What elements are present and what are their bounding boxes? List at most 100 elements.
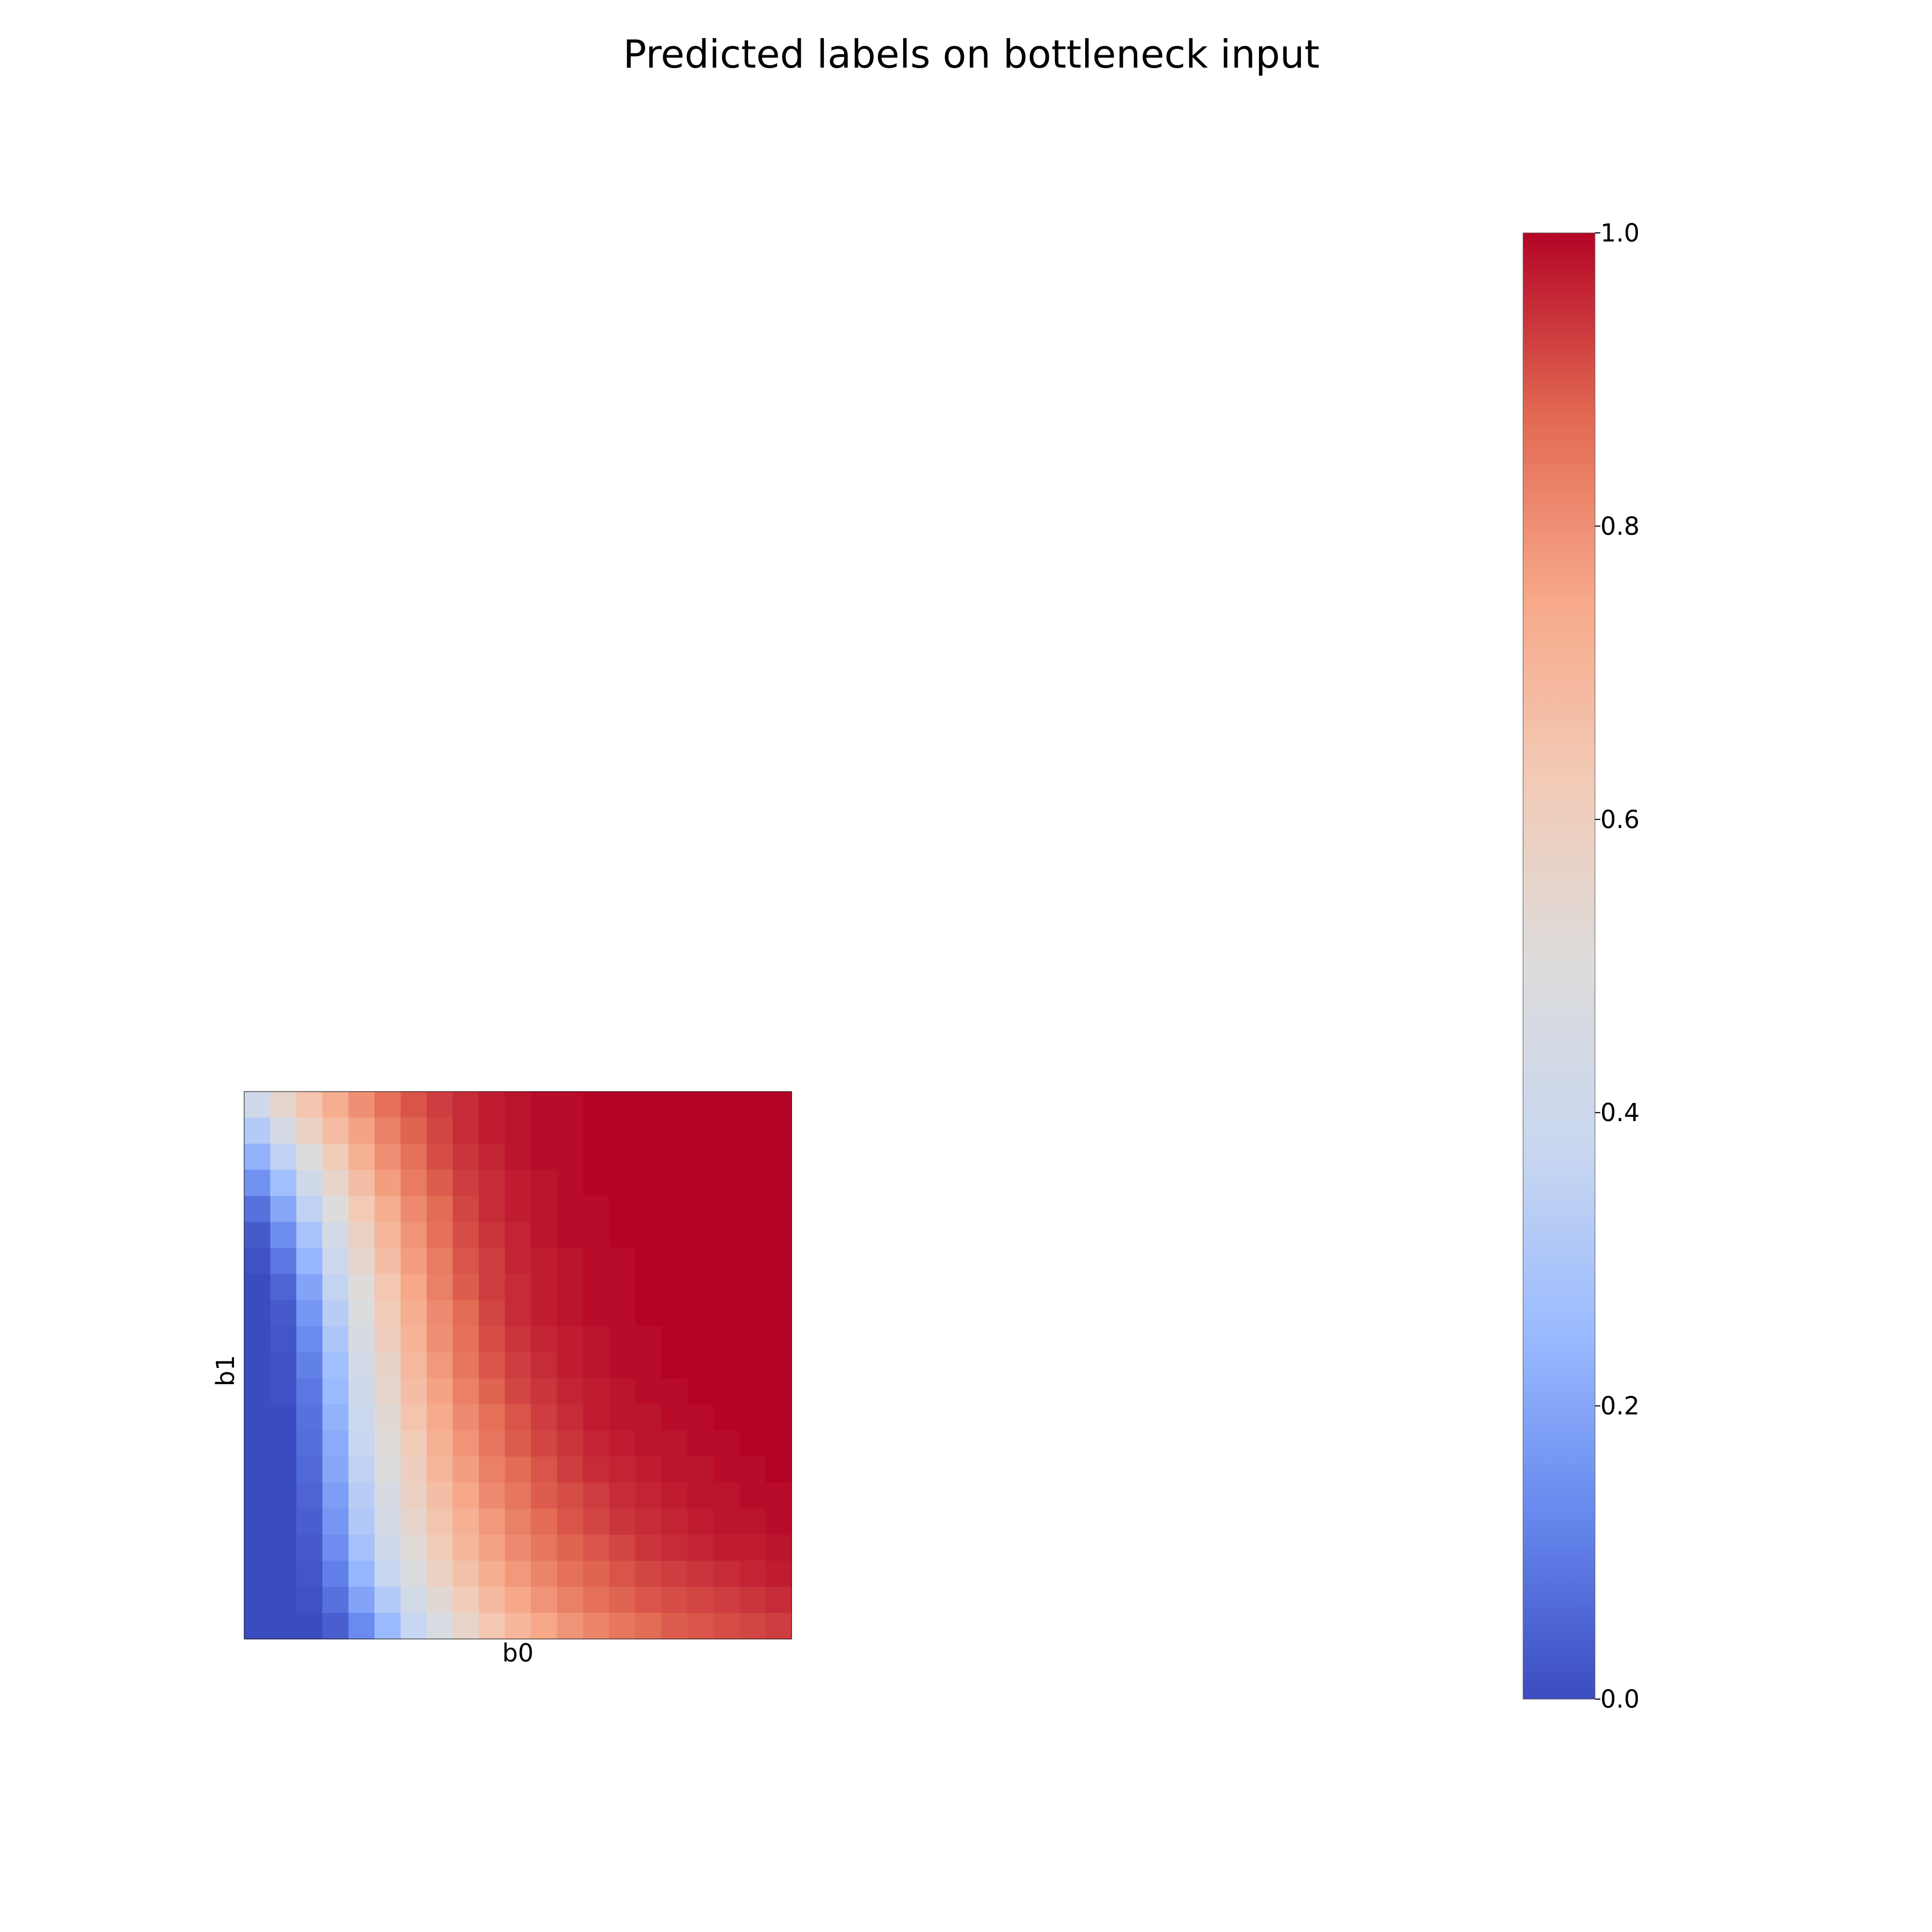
heatmap-cell xyxy=(452,1248,479,1275)
heatmap-cell xyxy=(557,1352,584,1379)
heatmap-cell xyxy=(557,1509,584,1535)
heatmap-cell xyxy=(400,1457,427,1483)
heatmap-cell xyxy=(504,1144,531,1170)
heatmap-cell xyxy=(687,1613,714,1640)
heatmap-cell xyxy=(765,1586,792,1614)
heatmap-cell xyxy=(270,1378,297,1405)
heatmap-cell xyxy=(374,1613,401,1640)
heatmap-cell xyxy=(400,1561,427,1587)
heatmap-cell xyxy=(765,1248,792,1275)
heatmap-cell xyxy=(557,1586,584,1614)
heatmap-cell xyxy=(296,1248,323,1275)
heatmap-cell xyxy=(739,1221,766,1249)
heatmap-cell xyxy=(765,1092,792,1118)
heatmap-cell xyxy=(296,1457,323,1483)
heatmap-cell xyxy=(348,1144,375,1170)
heatmap-cell xyxy=(479,1352,506,1379)
heatmap-cell xyxy=(661,1404,688,1431)
heatmap-cell xyxy=(348,1457,375,1483)
heatmap-cell xyxy=(687,1196,714,1223)
heatmap-cell xyxy=(504,1092,531,1118)
heatmap-cell xyxy=(479,1092,506,1118)
heatmap-cell xyxy=(609,1300,636,1327)
heatmap-cell xyxy=(244,1221,271,1249)
heatmap-cell xyxy=(557,1092,584,1118)
heatmap-cell xyxy=(531,1300,558,1327)
heatmap-cell xyxy=(348,1274,375,1301)
heatmap-cell xyxy=(557,1221,584,1249)
heatmap-cell xyxy=(661,1586,688,1614)
heatmap-cell xyxy=(583,1613,610,1640)
heatmap-cell xyxy=(504,1274,531,1301)
heatmap-cell xyxy=(739,1144,766,1170)
heatmap-cell xyxy=(609,1613,636,1640)
heatmap-cell xyxy=(504,1221,531,1249)
heatmap-cell xyxy=(687,1117,714,1144)
heatmap-cell xyxy=(609,1221,636,1249)
heatmap-cell xyxy=(400,1404,427,1431)
heatmap-cell xyxy=(348,1378,375,1405)
heatmap-cell xyxy=(270,1561,297,1587)
heatmap-cell xyxy=(296,1378,323,1405)
heatmap-cell xyxy=(427,1326,453,1353)
heatmap-cell xyxy=(583,1457,610,1483)
heatmap-cell xyxy=(296,1534,323,1561)
heatmap-cell xyxy=(687,1352,714,1379)
heatmap-cell xyxy=(531,1169,558,1196)
heatmap-cell xyxy=(270,1534,297,1561)
heatmap-cell xyxy=(322,1221,349,1249)
colorbar-tick-label: 1.0 xyxy=(1600,218,1640,247)
heatmap-cell xyxy=(765,1352,792,1379)
x-axis-label: b0 xyxy=(502,1638,533,1667)
heatmap-cell xyxy=(244,1561,271,1587)
heatmap-cell xyxy=(479,1482,506,1509)
heatmap-cell xyxy=(661,1378,688,1405)
heatmap-cell xyxy=(583,1092,610,1118)
heatmap-cell xyxy=(531,1221,558,1249)
heatmap-cell xyxy=(583,1117,610,1144)
heatmap-cell xyxy=(452,1457,479,1483)
heatmap-cell xyxy=(244,1509,271,1535)
heatmap-cell xyxy=(557,1561,584,1587)
heatmap-cell xyxy=(244,1196,271,1223)
heatmap-cell xyxy=(452,1092,479,1118)
heatmap-cell xyxy=(739,1457,766,1483)
heatmap-cell xyxy=(504,1613,531,1640)
heatmap-cell xyxy=(739,1117,766,1144)
heatmap-cell xyxy=(765,1144,792,1170)
heatmap-cell xyxy=(713,1300,740,1327)
heatmap-cell xyxy=(739,1274,766,1301)
heatmap-cell xyxy=(322,1613,349,1640)
heatmap-cell xyxy=(374,1092,401,1118)
heatmap-cell xyxy=(583,1482,610,1509)
heatmap-cell xyxy=(244,1586,271,1614)
heatmap-cell xyxy=(322,1092,349,1118)
heatmap-cell xyxy=(244,1534,271,1561)
heatmap-cell xyxy=(296,1092,323,1118)
heatmap-cell xyxy=(713,1482,740,1509)
heatmap-cell xyxy=(479,1404,506,1431)
heatmap-cell xyxy=(687,1300,714,1327)
heatmap-cell xyxy=(583,1248,610,1275)
heatmap-cell xyxy=(765,1196,792,1223)
heatmap-cell xyxy=(322,1144,349,1170)
heatmap-cell xyxy=(374,1300,401,1327)
heatmap-cell xyxy=(739,1482,766,1509)
heatmap-cell xyxy=(244,1482,271,1509)
colorbar-tick-label: 0.2 xyxy=(1600,1392,1640,1421)
heatmap-cell xyxy=(270,1586,297,1614)
heatmap-cell xyxy=(270,1300,297,1327)
heatmap-cell xyxy=(479,1274,506,1301)
heatmap-cell xyxy=(244,1613,271,1640)
heatmap-cell xyxy=(374,1561,401,1587)
heatmap-cell xyxy=(739,1352,766,1379)
heatmap-cell xyxy=(557,1430,584,1457)
heatmap-cell xyxy=(296,1561,323,1587)
heatmap-cell xyxy=(583,1586,610,1614)
heatmap-cell xyxy=(687,1561,714,1587)
heatmap-cell xyxy=(452,1404,479,1431)
heatmap-cell xyxy=(348,1561,375,1587)
heatmap-cell xyxy=(244,1248,271,1275)
heatmap-cell xyxy=(348,1092,375,1118)
heatmap-cell xyxy=(661,1509,688,1535)
